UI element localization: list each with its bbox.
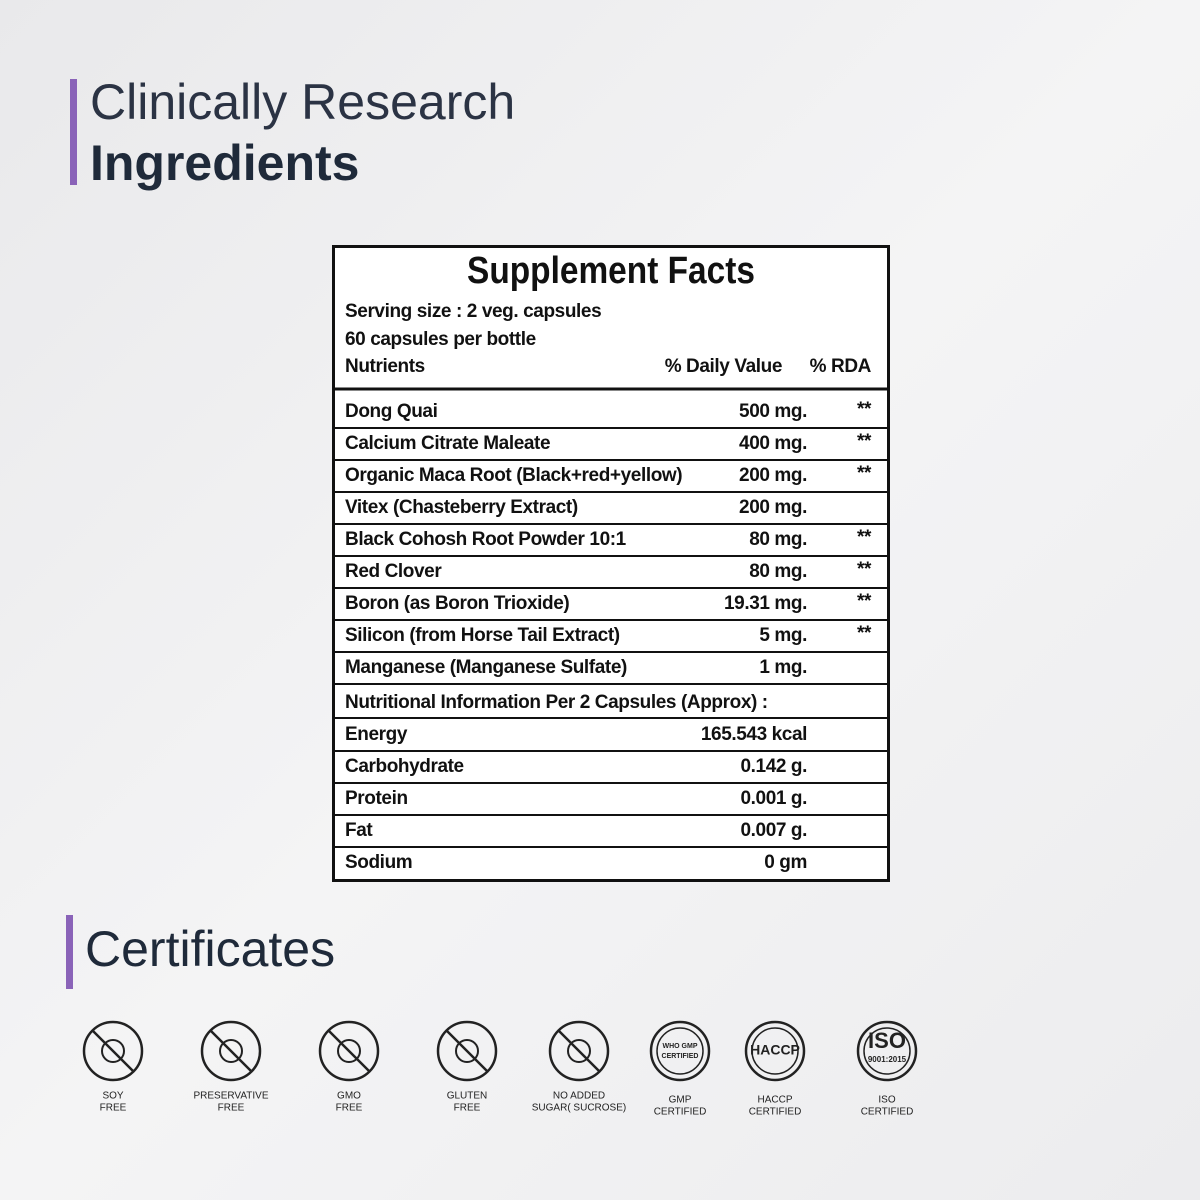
icon-ring <box>856 1020 918 1082</box>
cert-label: GLUTEN <box>447 1091 488 1102</box>
accent-bar <box>70 79 77 185</box>
count: 60 capsules per bottle <box>345 329 536 350</box>
cert-label: FREE <box>218 1103 245 1114</box>
nutrient-rda: ** <box>857 591 872 612</box>
nutrient-rda: ** <box>857 399 872 420</box>
heading-line1: Clinically Research <box>90 74 515 130</box>
nutrition-amount: 0 gm <box>764 852 807 873</box>
cert-label: NO ADDED <box>553 1091 605 1102</box>
icon-ring <box>200 1020 262 1082</box>
cert-label: FREE <box>336 1103 363 1114</box>
nutrient-name: Dong Quai <box>345 401 437 422</box>
badge-text: ISO <box>868 1028 906 1053</box>
icon-ring-inner <box>656 1027 704 1075</box>
nutrient-name: Organic Maca Root (Black+red+yellow) <box>345 465 682 486</box>
badge-text: HACCP <box>750 1042 800 1058</box>
nutrition-name: Sodium <box>345 852 412 873</box>
cert-label: GMP <box>669 1095 692 1106</box>
nutrient-name: Boron (as Boron Trioxide) <box>345 593 569 614</box>
icon-ring <box>744 1020 806 1082</box>
icon-ring <box>548 1020 610 1082</box>
nutrient-amount: 1 mg. <box>759 657 807 678</box>
cert-label: FREE <box>100 1103 127 1114</box>
nutrient-amount: 80 mg. <box>749 561 807 582</box>
icon-ring <box>436 1020 498 1082</box>
icons <box>82 1020 918 1082</box>
nutrient-amount: 500 mg. <box>739 401 807 422</box>
icon-glyph <box>219 1039 243 1063</box>
nutrition-amount: 0.001 g. <box>740 788 807 809</box>
icon-slash <box>328 1030 370 1072</box>
col-head: Nutrients <box>345 356 425 377</box>
nutrient-amount: 400 mg. <box>739 433 807 454</box>
icon-glyph <box>101 1039 125 1063</box>
nutrient-name: Vitex (Chasteberry Extract) <box>345 497 578 518</box>
icon-slash <box>92 1030 134 1072</box>
icon-ring-inner <box>863 1027 911 1075</box>
nutrient-rda: ** <box>857 623 872 644</box>
cert-label: GMO <box>337 1091 361 1102</box>
nutrient-rda: ** <box>857 559 872 580</box>
col-head: % RDA <box>810 356 872 377</box>
cert-label: ISO <box>878 1095 895 1106</box>
cert-label: HACCP <box>757 1095 792 1106</box>
icon-ring-inner <box>751 1027 799 1075</box>
nutrient-name: Red Clover <box>345 561 442 582</box>
nutrient-name: Calcium Citrate Maleate <box>345 433 550 454</box>
icon-glyph <box>567 1039 591 1063</box>
nutrient-name: Silicon (from Horse Tail Extract) <box>345 625 620 646</box>
icon-glyph <box>455 1039 479 1063</box>
cert-label: FREE <box>454 1103 481 1114</box>
nutrient-name: Manganese (Manganese Sulfate) <box>345 657 627 678</box>
nutrition-heading: Nutritional Information Per 2 Capsules (… <box>345 692 768 713</box>
icon-slash <box>210 1030 252 1072</box>
serving: Serving size : 2 veg. capsules <box>345 301 601 322</box>
nutrient-amount: 80 mg. <box>749 529 807 550</box>
nutrient-amount: 200 mg. <box>739 465 807 486</box>
cert-label: SUGAR( SUCROSE) <box>532 1103 626 1114</box>
icon-slash <box>558 1030 600 1072</box>
cert-label: CERTIFIED <box>861 1107 914 1118</box>
nutrient-rda: ** <box>857 431 872 452</box>
badge-text: CERTIFIED <box>662 1053 699 1060</box>
badge-text: 9001:2015 <box>868 1055 907 1064</box>
nutrition-amount: 0.142 g. <box>740 756 807 777</box>
icon-ring <box>649 1020 711 1082</box>
nutrient-rda: ** <box>857 463 872 484</box>
nutrition-amount: 165.543 kcal <box>701 724 807 745</box>
icon-slash <box>446 1030 488 1072</box>
cert-label: PRESERVATIVE <box>193 1091 268 1102</box>
badge-text: WHO GMP <box>663 1043 698 1050</box>
nutrient-rda: ** <box>857 527 872 548</box>
col-head: % Daily Value <box>665 356 782 377</box>
nutrition-amount: 0.007 g. <box>740 820 807 841</box>
cert-title: Certificates <box>85 921 335 977</box>
icon-ring <box>318 1020 380 1082</box>
nutrient-amount: 19.31 mg. <box>724 593 807 614</box>
heading-line2: Ingredients <box>90 135 359 191</box>
cert-label: CERTIFIED <box>654 1107 707 1118</box>
nutrition-name: Carbohydrate <box>345 756 464 777</box>
nutrition-name: Fat <box>345 820 373 841</box>
accent-bar <box>66 915 73 989</box>
nutrient-amount: 5 mg. <box>759 625 807 646</box>
cert-label: CERTIFIED <box>749 1107 802 1118</box>
nutrition-name: Protein <box>345 788 408 809</box>
facts-box <box>332 245 890 882</box>
icon-ring <box>82 1020 144 1082</box>
facts-title: Supplement Facts <box>467 249 755 291</box>
nutrition-name: Energy <box>345 724 408 745</box>
icon-glyph <box>337 1039 361 1063</box>
cert-label: SOY <box>102 1091 123 1102</box>
nutrient-name: Black Cohosh Root Powder 10:1 <box>345 529 627 550</box>
nutrient-amount: 200 mg. <box>739 497 807 518</box>
